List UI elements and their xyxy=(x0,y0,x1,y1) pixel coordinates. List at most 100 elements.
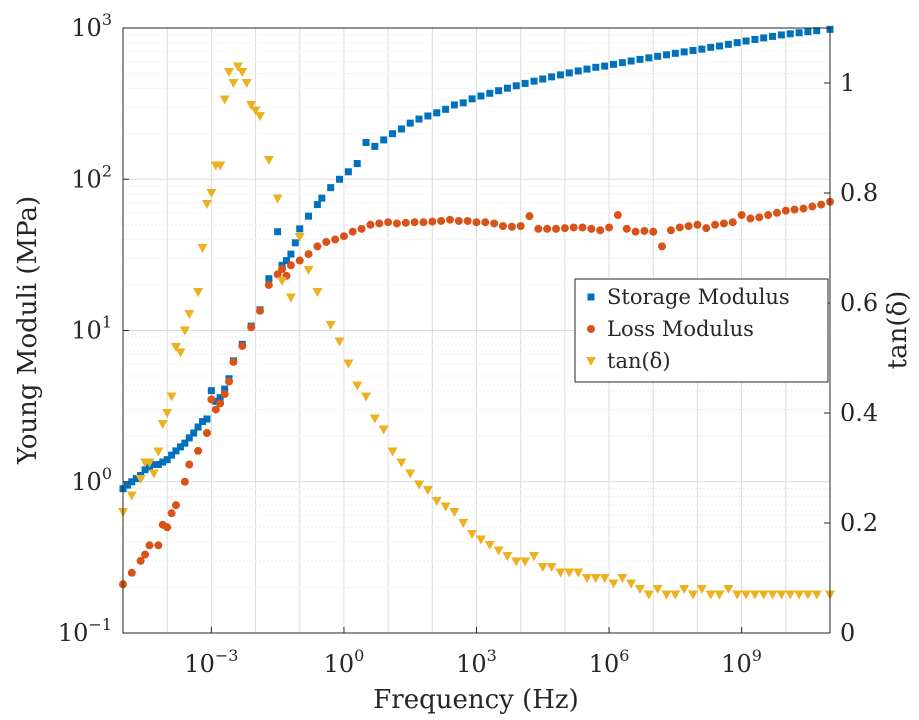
data-point xyxy=(150,461,158,469)
data-point xyxy=(384,218,393,227)
data-point xyxy=(543,224,552,233)
data-point xyxy=(716,42,724,50)
data-point xyxy=(254,112,265,121)
data-point xyxy=(613,211,622,220)
x-axis-ticks: 10−3 100 103 106 109 xyxy=(184,627,762,678)
data-point xyxy=(499,222,508,231)
legend-label: Loss Modulus xyxy=(607,317,754,341)
data-point xyxy=(327,184,335,192)
data-point xyxy=(751,35,759,43)
data-point xyxy=(199,418,207,426)
legend-marker xyxy=(587,325,595,333)
data-point xyxy=(578,223,587,232)
data-point xyxy=(136,556,145,565)
data-point xyxy=(776,590,787,600)
data-point xyxy=(184,310,195,319)
data-point xyxy=(711,220,720,229)
data-point xyxy=(378,425,389,435)
data-point xyxy=(176,443,184,451)
data-point xyxy=(764,211,773,220)
data-point xyxy=(622,224,631,233)
y-axis-ticks: 10−1 100 101 102 103 xyxy=(58,10,129,647)
data-point xyxy=(477,92,485,100)
data-point xyxy=(263,156,274,165)
legend-box xyxy=(574,278,829,383)
data-point xyxy=(181,439,189,447)
data-point xyxy=(179,326,190,336)
data-point xyxy=(362,138,370,146)
data-point xyxy=(705,590,716,600)
data-point xyxy=(344,168,352,176)
data-point xyxy=(207,387,215,395)
data-point xyxy=(428,217,437,226)
data-point xyxy=(458,519,469,528)
data-point xyxy=(255,306,264,315)
data-point xyxy=(194,446,203,455)
data-point xyxy=(790,205,799,214)
data-point xyxy=(609,60,617,68)
data-point xyxy=(733,39,741,47)
data-point xyxy=(371,142,379,150)
data-point xyxy=(719,219,728,228)
data-point xyxy=(440,502,451,512)
data-point xyxy=(560,224,569,233)
data-point xyxy=(445,215,454,224)
data-point xyxy=(397,125,405,133)
data-point xyxy=(322,237,331,246)
data-point xyxy=(511,557,522,567)
x-tick-label: 10−3 xyxy=(184,646,238,678)
data-point xyxy=(185,460,194,469)
data-point xyxy=(546,563,557,572)
data-point xyxy=(387,447,398,457)
data-point xyxy=(746,214,755,223)
y2-tick-label: 0.2 xyxy=(840,509,878,537)
data-point xyxy=(490,219,499,228)
data-point xyxy=(530,77,538,85)
data-point xyxy=(599,574,610,583)
data-point xyxy=(486,89,494,97)
data-point xyxy=(175,348,186,358)
data-point xyxy=(157,420,168,429)
data-point xyxy=(274,228,282,236)
data-point xyxy=(459,99,467,107)
x-tick-label: 100 xyxy=(324,646,365,678)
x-tick-label: 109 xyxy=(721,646,762,678)
data-point xyxy=(202,429,211,438)
data-point xyxy=(552,224,561,233)
data-point xyxy=(468,95,476,103)
data-point xyxy=(808,202,817,211)
y2-tick-label: 1 xyxy=(840,69,855,97)
data-point xyxy=(294,233,305,242)
data-point xyxy=(433,109,441,117)
data-point xyxy=(228,79,239,88)
data-point xyxy=(688,590,699,600)
data-point xyxy=(353,160,361,168)
data-point xyxy=(422,486,433,495)
data-point xyxy=(737,211,746,220)
data-point xyxy=(454,216,463,225)
data-point xyxy=(264,280,273,289)
data-point xyxy=(702,224,711,233)
data-point xyxy=(437,216,446,225)
data-point xyxy=(167,509,176,518)
y-axis-title: Young Moduli (MPa) xyxy=(13,196,43,465)
data-point xyxy=(680,48,688,56)
data-point xyxy=(679,585,690,594)
series-1 xyxy=(119,25,834,493)
data-point xyxy=(767,590,778,600)
data-point xyxy=(211,405,220,414)
data-point xyxy=(760,34,768,42)
data-point xyxy=(645,54,653,62)
data-point xyxy=(714,590,725,600)
data-point xyxy=(590,574,601,583)
y2-tick-label: 0.8 xyxy=(840,179,878,207)
data-point xyxy=(313,201,321,209)
data-point xyxy=(671,49,679,57)
data-point xyxy=(366,220,375,229)
data-point xyxy=(159,458,167,466)
data-point xyxy=(221,385,229,393)
data-point xyxy=(587,224,596,233)
x-tick-label: 106 xyxy=(589,646,630,678)
data-point xyxy=(769,32,777,40)
